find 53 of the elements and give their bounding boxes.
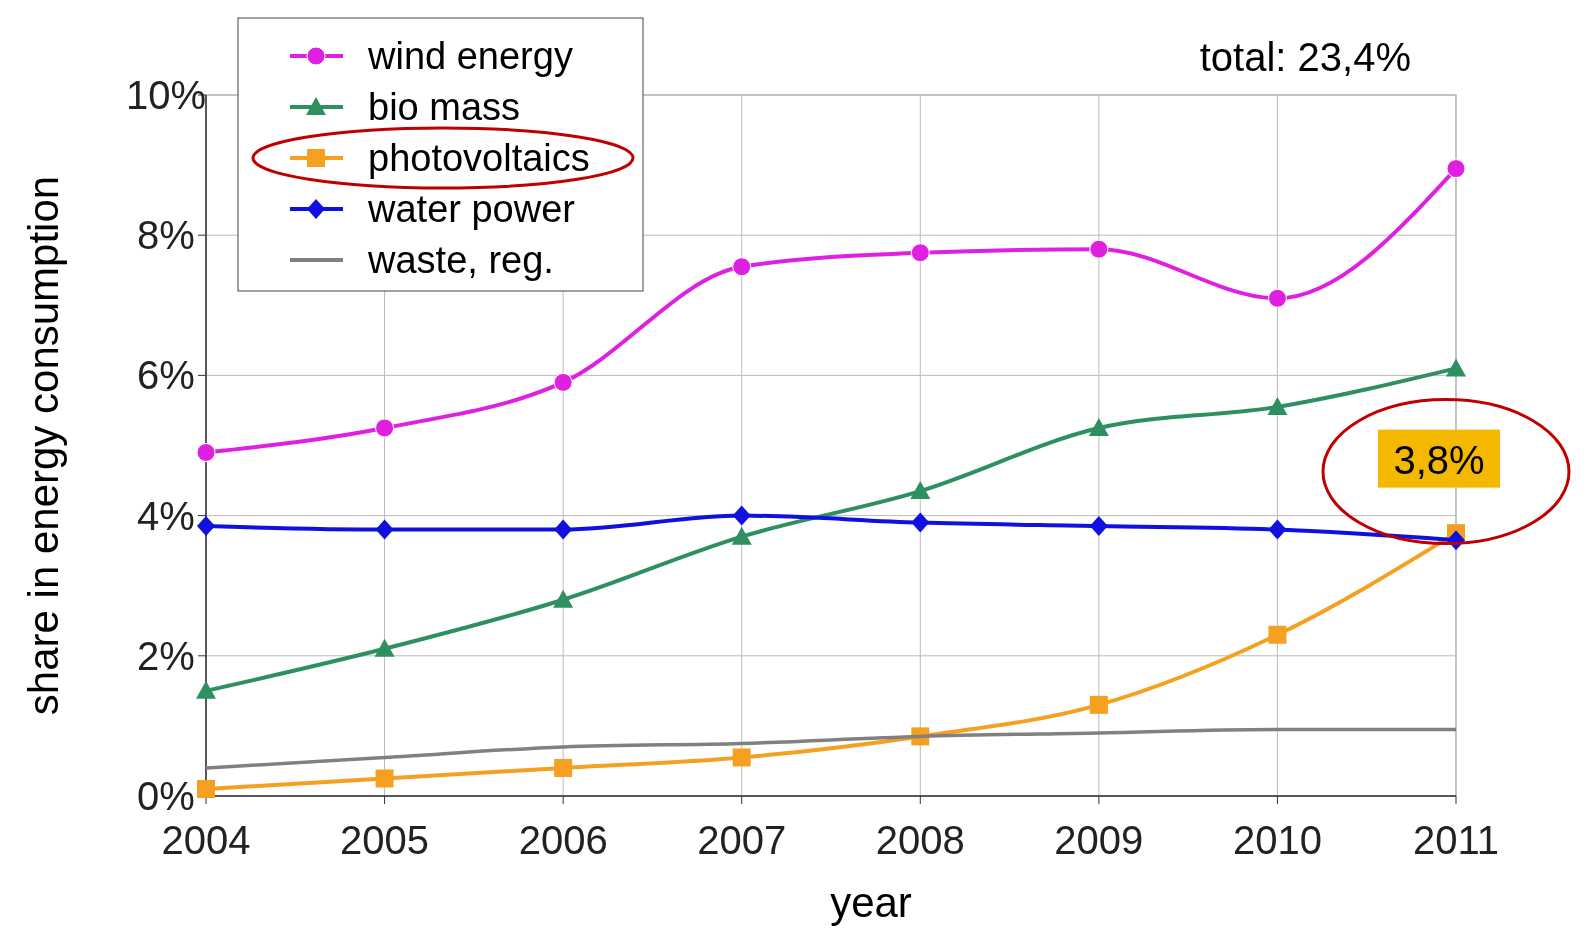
y-tick-label: 6% [137, 353, 195, 398]
x-tick-label: 2007 [697, 818, 787, 862]
annotation: 3,8% [1393, 437, 1485, 482]
y-tick-label: 8% [137, 213, 195, 258]
legend-label: bio mass [368, 86, 521, 128]
x-tick-label: 2008 [875, 818, 965, 862]
legend-label: wind energy [367, 35, 573, 77]
legend-label: waste, reg. [367, 239, 554, 281]
point [196, 680, 216, 699]
y-tick-label: 10% [125, 73, 207, 117]
point [553, 589, 574, 608]
point [554, 519, 573, 540]
x-tick-label: 2011 [1412, 818, 1500, 862]
point [1088, 417, 1109, 436]
point [374, 638, 395, 657]
y-tick-label: 0% [137, 774, 195, 818]
point [1268, 625, 1287, 644]
point [197, 516, 215, 537]
point [1446, 159, 1466, 179]
y-tick-label: 2% [137, 633, 195, 678]
text: total: 23,4% [1199, 35, 1411, 79]
x-tick-label: 2005 [340, 818, 430, 862]
point [1267, 396, 1288, 415]
point [910, 243, 930, 263]
x-tick-label: 2009 [1054, 818, 1144, 862]
point [375, 418, 395, 438]
x-axis-title: year [830, 879, 912, 926]
point [732, 505, 751, 526]
point [196, 443, 216, 463]
legend-label: water power [367, 188, 576, 230]
point [554, 758, 573, 777]
legend-label: photovoltaics [368, 137, 590, 179]
point [553, 372, 573, 392]
point [375, 519, 394, 540]
point [731, 526, 752, 545]
x-tick-label: 2006 [518, 818, 608, 862]
x-tick-label: 2004 [161, 818, 251, 862]
x-tick-label: 2010 [1232, 818, 1322, 862]
point [197, 779, 215, 798]
point [1268, 519, 1287, 540]
point [1089, 516, 1108, 537]
point [1267, 288, 1287, 308]
point [1089, 239, 1109, 259]
line-series [204, 727, 1458, 770]
point [732, 748, 751, 767]
point [1089, 695, 1108, 714]
point [732, 257, 752, 277]
point [910, 481, 931, 500]
point [375, 769, 394, 788]
point [1446, 358, 1466, 377]
y-tick-label: 4% [137, 493, 195, 538]
point [911, 512, 930, 533]
y-axis-title: share in energy consumption [20, 175, 67, 716]
